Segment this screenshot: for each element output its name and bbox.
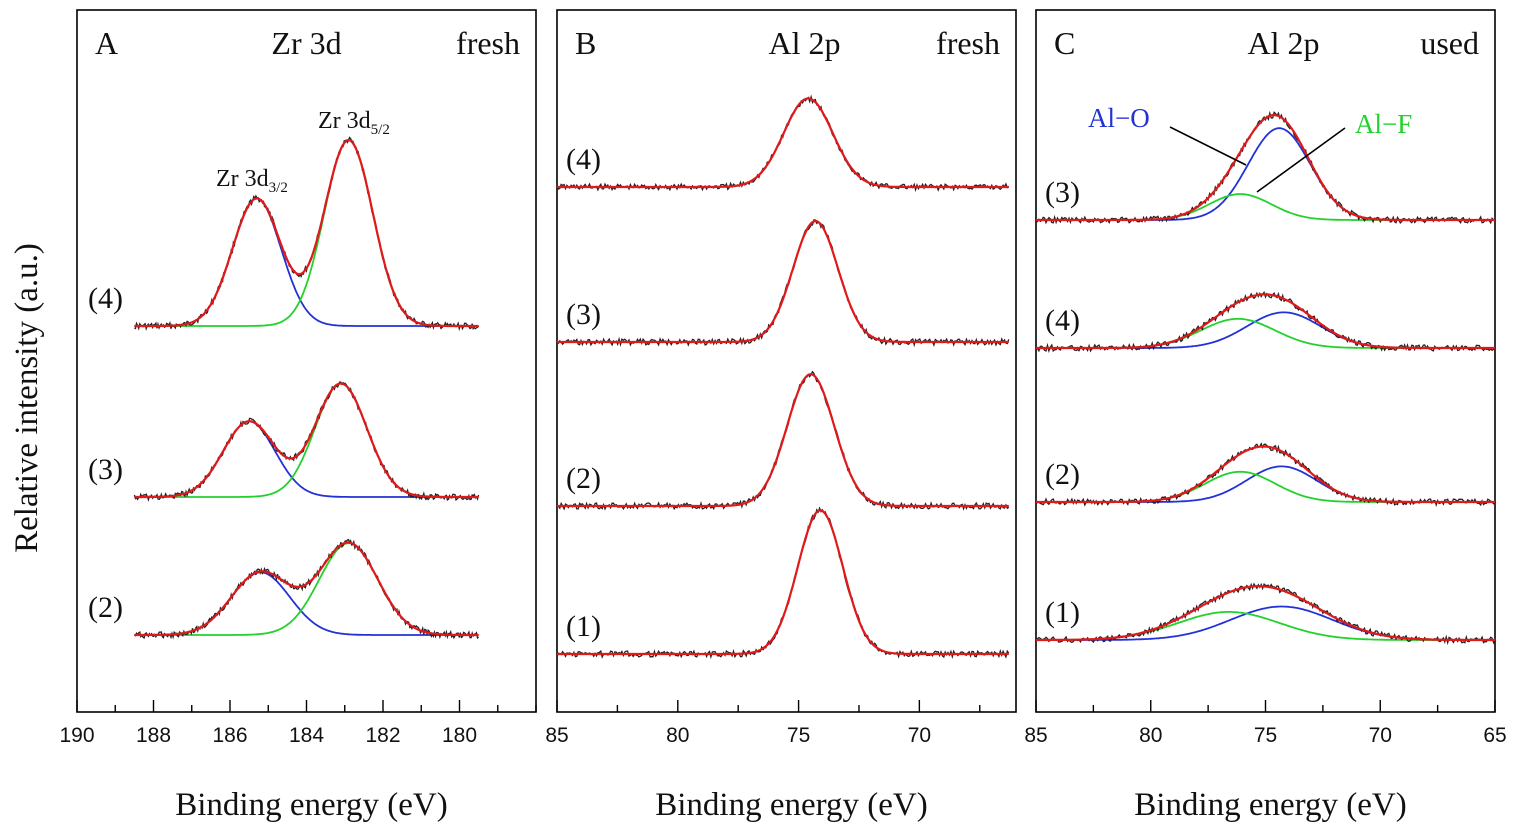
component-curve-zr-3d3-2: [134, 420, 479, 498]
envelope-fit: [134, 541, 479, 637]
x-tick-label: 85: [1024, 724, 1047, 747]
panel-title: Zr 3d: [271, 25, 341, 61]
panel-title: Al 2p: [1248, 25, 1320, 61]
panel-letter: C: [1054, 25, 1075, 61]
al-f-label: Al−F: [1355, 109, 1412, 139]
raw-spectrum: [1035, 582, 1496, 646]
x-tick-label: 80: [666, 724, 689, 747]
trace-3: (3): [556, 219, 1010, 348]
component-curve-al-o: [1036, 465, 1495, 503]
panel-state: fresh: [936, 25, 1000, 61]
component-curve-zr-3d5-2: [134, 139, 479, 327]
envelope-fit: [134, 138, 479, 328]
raw-spectrum: [556, 219, 1010, 348]
trace-label: (4): [1045, 304, 1080, 337]
y-axis-label: Relative intensity (a.u.): [9, 243, 45, 553]
panel-title: Al 2p: [769, 25, 841, 61]
raw-spectrum: [1035, 442, 1496, 507]
envelope-fit: [557, 219, 1009, 344]
trace-3: (3): [1035, 110, 1496, 225]
trace-label: (2): [1045, 458, 1080, 491]
peak-label-3-2: Zr 3d3/2: [216, 166, 288, 196]
trace-label: (4): [566, 143, 601, 176]
component-curve-al-o: [1036, 127, 1495, 221]
x-tick-label: 186: [212, 724, 247, 747]
peak-label-5-2: Zr 3d5/2: [318, 108, 390, 138]
envelope-fit: [557, 373, 1009, 508]
raw-spectrum: [134, 136, 480, 332]
trace-label: (2): [566, 462, 601, 495]
raw-spectrum: [1035, 290, 1496, 354]
trace-3: (3): [88, 381, 480, 502]
panel-state: fresh: [456, 25, 520, 61]
x-axis-label: Binding energy (eV): [175, 787, 448, 823]
trace-1: (1): [556, 506, 1010, 660]
panels: 190 188 186 184 182 180 Binding energy (eV) A Zr…: [59, 9, 1507, 823]
panel-a: 190 188 186 184 182 180 Binding energy (eV) A Zr…: [59, 9, 537, 823]
al-o-label: Al−O: [1088, 103, 1150, 133]
x-tick-label: 188: [136, 724, 171, 747]
x-tick-label: 65: [1483, 724, 1506, 747]
component-curve-al-o: [1036, 311, 1495, 349]
trace-label: (3): [88, 453, 123, 486]
trace-2: (2): [1035, 442, 1496, 507]
component-curve-al-f: [1036, 611, 1495, 641]
x-tick-label: 70: [908, 724, 931, 747]
x-tick-label: 80: [1139, 724, 1162, 747]
x-tick-label: 190: [59, 724, 94, 747]
envelope-fit: [557, 509, 1009, 656]
x-tick-label: 180: [442, 724, 477, 747]
panel-frame: [556, 9, 1017, 713]
trace-1: (1): [1035, 582, 1496, 646]
raw-spectrum: [556, 94, 1010, 193]
component-curve-al-f: [1036, 317, 1495, 349]
envelope-fit: [134, 382, 479, 499]
trace-label: (1): [1045, 596, 1080, 629]
trace-2: (2): [556, 370, 1010, 511]
trace-4: (4): [1035, 290, 1496, 354]
panel-state: used: [1420, 25, 1479, 61]
x-tick-label: 85: [545, 724, 568, 747]
x-tick-label: 182: [365, 724, 400, 747]
panel-letter: A: [95, 25, 118, 61]
al-f-leader-line: [1256, 127, 1346, 193]
trace-2: (2): [88, 538, 480, 640]
raw-spectrum: [133, 381, 480, 502]
panel-frame: [76, 9, 537, 713]
x-axis-label: Binding energy (eV): [655, 787, 928, 823]
envelope-fit: [1036, 445, 1495, 504]
envelope-fit: [1036, 585, 1495, 642]
envelope-fit: [1036, 293, 1495, 350]
trace-label: (2): [88, 591, 123, 624]
trace-label: (3): [1045, 176, 1080, 209]
component-curve-zr-3d5-2: [134, 542, 479, 636]
panel-b: 85 80 75 70 Binding energy (eV) B Al 2p fresh (4…: [545, 9, 1017, 823]
envelope-fit: [557, 97, 1009, 189]
trace-4: (4): [556, 94, 1010, 193]
component-curve-al-f: [1036, 470, 1495, 503]
raw-spectrum: [1035, 110, 1496, 225]
trace-4: (4): [88, 136, 480, 332]
x-tick-label: 184: [289, 724, 324, 747]
panel-c: 85 80 75 70 65 Binding energy (eV) C Al 2p used (…: [1024, 9, 1507, 823]
envelope-fit: [1036, 114, 1495, 222]
trace-label: (3): [566, 298, 601, 331]
trace-label: (4): [88, 282, 123, 315]
x-tick-label: 75: [1254, 724, 1277, 747]
x-tick-label: 70: [1369, 724, 1392, 747]
x-axis-label: Binding energy (eV): [1134, 787, 1407, 823]
raw-spectrum: [133, 538, 480, 640]
x-tick-label: 75: [787, 724, 810, 747]
al-o-leader-line: [1169, 126, 1247, 166]
raw-spectrum: [556, 506, 1010, 660]
trace-label: (1): [566, 610, 601, 643]
panel-letter: B: [575, 25, 596, 61]
component-curve-zr-3d3-2: [134, 197, 479, 327]
component-curve-al-f: [1036, 193, 1495, 221]
component-curve-al-o: [1036, 605, 1495, 641]
